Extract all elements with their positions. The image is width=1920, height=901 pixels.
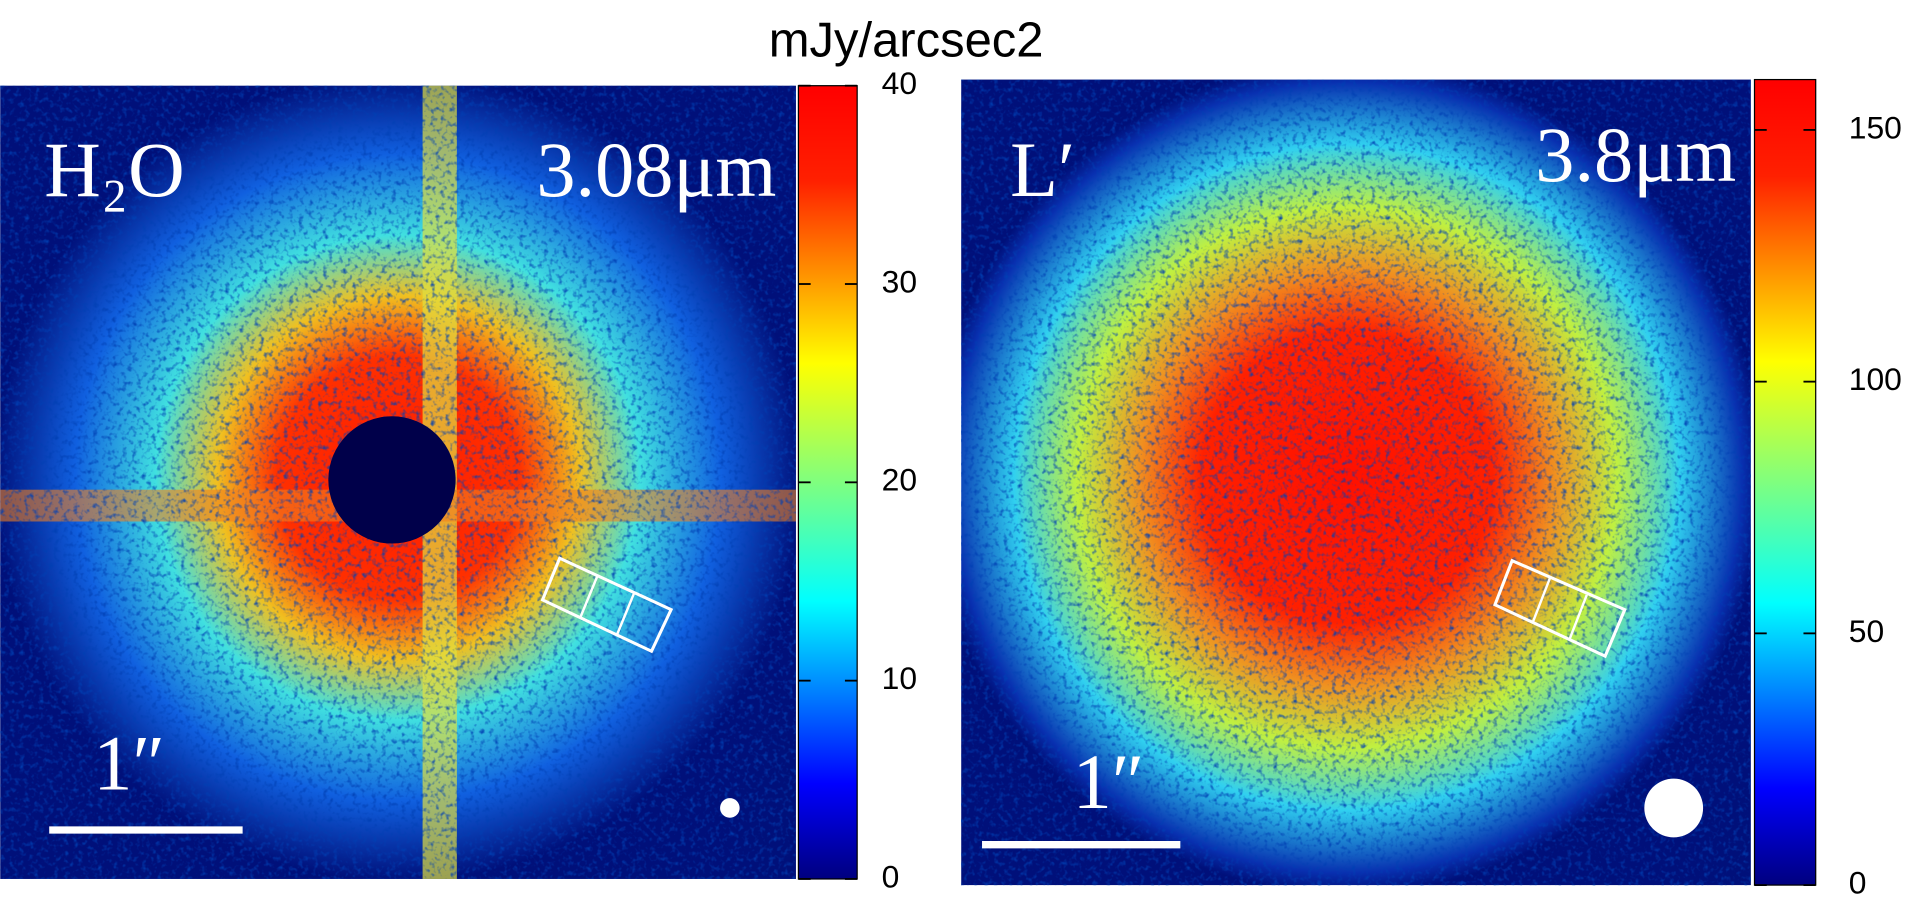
scale-label: 1″ — [1073, 738, 1145, 825]
colorbar-tick-label: 30 — [882, 263, 917, 299]
panel-title: H₂O — [44, 126, 184, 213]
colorbar-tick-label: 100 — [1849, 361, 1902, 397]
colorbar — [1754, 80, 1815, 886]
colorbar-tick-label: 40 — [882, 65, 917, 101]
colorbar-tick-label: 20 — [882, 462, 917, 498]
colorbar-tick-label: 10 — [882, 660, 917, 696]
panel-title: L′ — [1010, 126, 1075, 213]
scale-label: 1″ — [93, 720, 165, 807]
figure: mJy/arcsec2 H₂O 3.08μm 1″ L′ 3.8μm 1″ 0 1… — [0, 0, 1920, 901]
colorbar-tick-label: 0 — [1849, 864, 1867, 900]
colorbar-tick-label: 150 — [1849, 109, 1902, 145]
colorbar-tick-label: 0 — [882, 858, 900, 894]
colorbar-tick-label: 50 — [1849, 613, 1884, 649]
colorbar-label: mJy/arcsec2 — [769, 13, 1044, 67]
panel-subtitle: 3.8μm — [1535, 111, 1736, 198]
panel-subtitle: 3.08μm — [536, 126, 776, 213]
